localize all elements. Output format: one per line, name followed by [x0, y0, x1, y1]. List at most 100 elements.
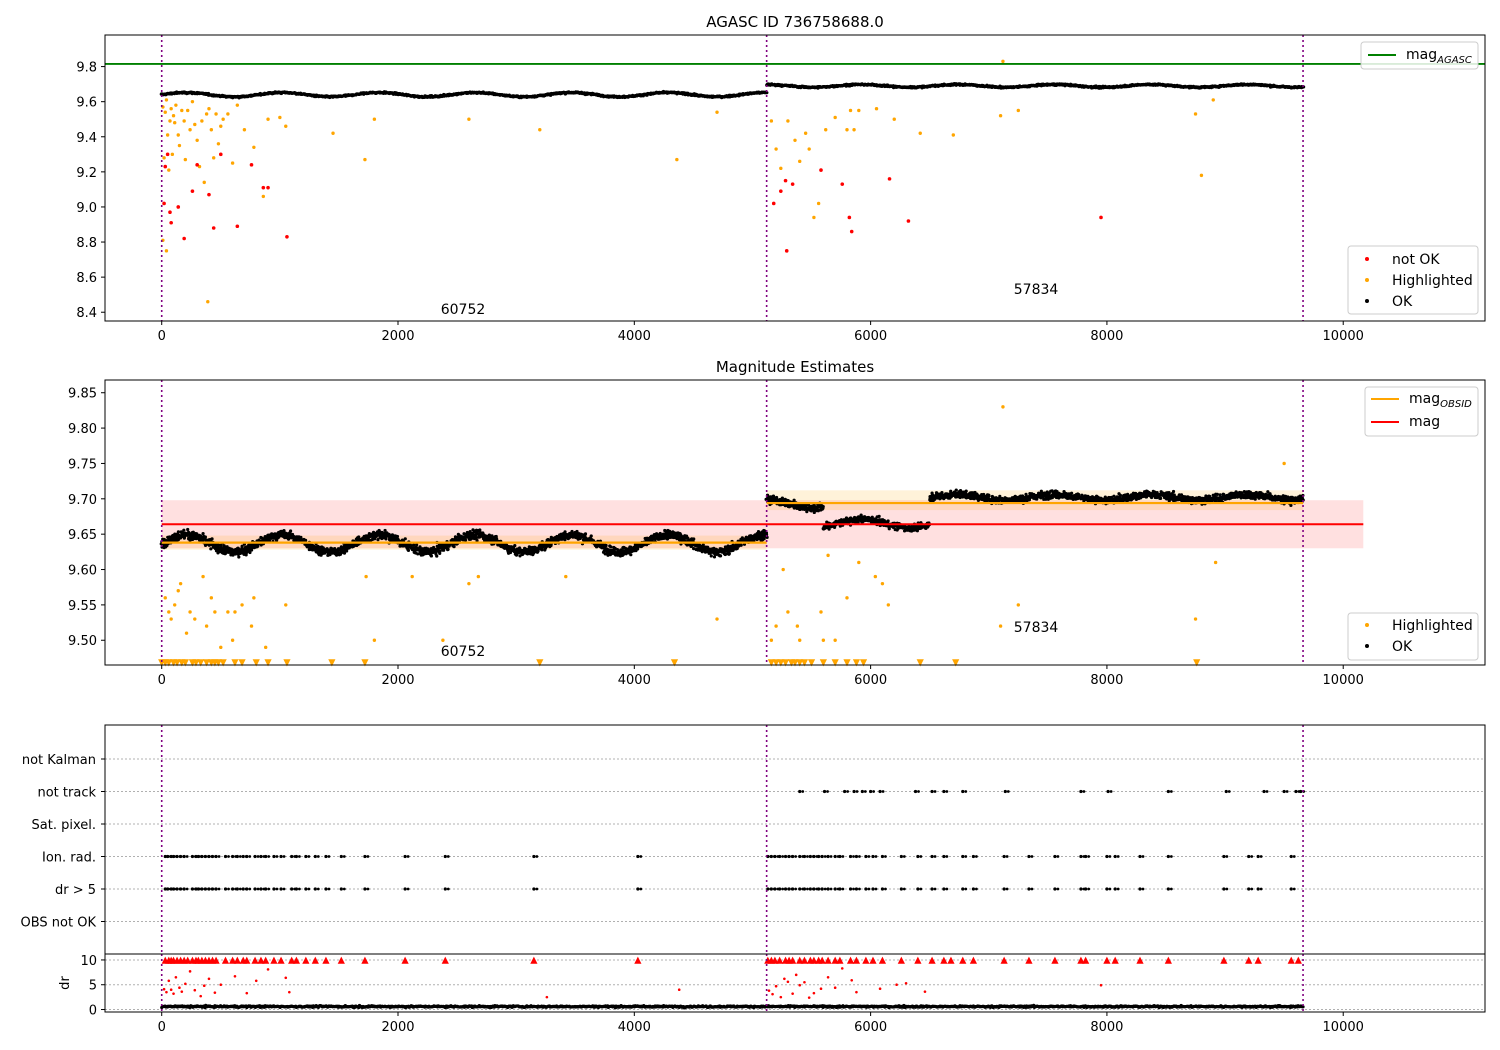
- highlighted-point: [1193, 112, 1198, 116]
- highlighted-point: [278, 115, 282, 120]
- highlighted-point: [892, 117, 896, 121]
- ok-point: [609, 545, 613, 549]
- not-ok-point: [849, 229, 854, 234]
- highlighted-point: [209, 128, 214, 132]
- highlighted-point: [176, 133, 180, 137]
- highlighted-point: [874, 106, 879, 111]
- legend-label-not-ok: not OK: [1392, 252, 1440, 268]
- highlighted-point: [216, 142, 221, 146]
- ok-point: [478, 528, 482, 532]
- not-ok-point: [211, 226, 216, 230]
- highlighted-point: [1211, 98, 1215, 102]
- highlighted-point: [852, 128, 856, 132]
- highlighted-point: [803, 131, 808, 135]
- not-ok-point: [840, 182, 845, 186]
- highlighted-point: [190, 99, 195, 104]
- p1-ytick-label: 8.6: [76, 271, 97, 286]
- not-ok-point: [784, 249, 789, 253]
- ok-point: [288, 529, 293, 533]
- highlighted-point: [675, 157, 679, 162]
- ok-point: [604, 543, 608, 548]
- highlighted-point: [182, 119, 186, 123]
- highlighted-point: [168, 119, 172, 123]
- highlighted-point: [195, 138, 199, 142]
- legend-label-ok: OK: [1392, 294, 1413, 310]
- highlighted-point: [219, 124, 223, 128]
- highlighted-point: [331, 131, 335, 135]
- ok-point: [513, 544, 517, 548]
- highlighted-point: [786, 119, 790, 123]
- p1-ytick-label: 9.8: [76, 61, 97, 76]
- not-ok-point: [165, 152, 170, 157]
- highlighted-point: [769, 119, 774, 123]
- highlighted-point: [918, 131, 922, 135]
- not-ok-point: [168, 210, 172, 215]
- ok-point: [435, 554, 439, 558]
- highlighted-point: [372, 117, 377, 121]
- ok-point: [563, 530, 567, 534]
- ok-point: [176, 530, 181, 534]
- ok-point: [718, 554, 723, 558]
- not-ok-point: [169, 220, 173, 225]
- p1-xtick-label: 8000: [1090, 329, 1123, 344]
- highlighted-point: [207, 106, 211, 111]
- ok-point: [739, 543, 743, 547]
- not-ok-point: [182, 236, 186, 241]
- p1-ytick-label: 9.2: [76, 166, 97, 181]
- ok-point: [237, 555, 241, 559]
- highlighted-point: [793, 138, 797, 142]
- not-ok-point: [235, 224, 240, 229]
- highlighted-point: [998, 114, 1003, 118]
- highlighted-point: [165, 133, 170, 137]
- ok-point: [203, 535, 207, 539]
- highlighted-point: [467, 117, 471, 121]
- ok-point: [395, 534, 400, 539]
- not-ok-point: [207, 192, 211, 197]
- highlighted-point: [807, 147, 811, 151]
- not-ok-point: [163, 164, 168, 169]
- not-ok-point: [1099, 215, 1103, 220]
- p1-xtick-label: 4000: [618, 329, 651, 344]
- not-ok-point: [285, 234, 289, 239]
- highlighted-point: [951, 133, 956, 137]
- highlighted-point: [266, 117, 270, 121]
- not-ok-point: [847, 215, 852, 220]
- ok-point: [446, 547, 450, 551]
- ok-point: [727, 552, 731, 556]
- highlighted-point: [715, 110, 719, 114]
- highlighted-point: [252, 145, 256, 149]
- p1-xtick-label: 0: [158, 329, 166, 344]
- ok-point: [692, 537, 696, 541]
- p1-xtick-label: 2000: [381, 329, 414, 344]
- ok-point: [463, 538, 468, 542]
- highlighted-point: [848, 108, 853, 113]
- not-ok-point: [790, 182, 795, 186]
- highlighted-point: [824, 128, 828, 132]
- legend-label-highlighted: Highlighted: [1392, 273, 1473, 289]
- highlighted-point: [202, 180, 206, 185]
- ok-point: [438, 549, 442, 553]
- highlighted-point: [186, 108, 190, 113]
- not-ok-point: [887, 177, 892, 181]
- legend-swatch-ok: [1365, 299, 1369, 303]
- highlighted-point: [174, 103, 178, 107]
- ok-point: [524, 547, 528, 551]
- p1-ytick-label: 9.0: [76, 201, 97, 216]
- p1-ytick-label: 9.4: [76, 131, 97, 146]
- highlighted-point: [798, 159, 802, 164]
- highlighted-point: [845, 128, 849, 132]
- highlighted-point: [1016, 108, 1021, 113]
- highlighted-point: [171, 114, 176, 118]
- ok-point: [406, 548, 411, 552]
- ok-point: [384, 537, 388, 541]
- not-ok-point: [176, 205, 181, 209]
- highlighted-point: [170, 152, 175, 157]
- ok-point: [429, 554, 433, 558]
- highlighted-point: [164, 249, 169, 253]
- highlighted-point: [833, 115, 837, 120]
- highlighted-point: [1001, 59, 1005, 64]
- not-ok-point: [771, 201, 776, 206]
- ok-point: [201, 532, 205, 536]
- highlighted-point: [211, 156, 216, 160]
